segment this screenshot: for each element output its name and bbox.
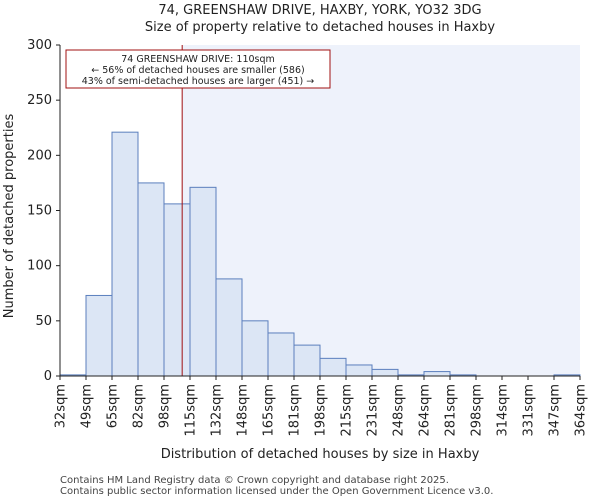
annotation-box: 74 GREENSHAW DRIVE: 110sqm ← 56% of deta… [65,49,331,89]
x-tick-label: 165sqm [262,384,277,437]
y-tick-label: 0 [44,369,52,384]
annotation-line-2: ← 56% of detached houses are smaller (58… [91,65,304,76]
y-tick-label: 50 [35,314,52,329]
x-tick-label: 281sqm [444,384,459,437]
y-axis-label: Number of detached properties [2,114,17,319]
x-tick-label: 82sqm [132,384,147,428]
x-tick-label: 347sqm [548,384,563,437]
y-tick-label: 200 [27,148,52,163]
histogram-bar [241,320,269,377]
y-tick-label: 250 [27,93,52,108]
x-tick-label: 181sqm [288,384,303,437]
x-tick-label: 115sqm [184,384,199,437]
x-tick-label: 215sqm [340,384,355,437]
x-tick-label: 198sqm [314,384,329,437]
annotation-line-3: 43% of semi-detached houses are larger (… [82,76,315,87]
x-tick-label: 132sqm [210,384,225,437]
chart-subtitle: Size of property relative to detached ho… [145,20,495,35]
histogram-bar [189,186,217,377]
x-tick-label: 364sqm [574,384,589,437]
x-tick-label: 264sqm [418,384,433,437]
histogram-bar [111,131,139,377]
x-tick-label: 65sqm [106,384,121,428]
x-tick-label: 314sqm [496,384,511,437]
plot-area [59,45,581,377]
x-tick-label: 298sqm [470,384,485,437]
histogram-bar [423,371,451,377]
annotation-border [65,49,331,89]
x-tick-label: 248sqm [392,384,407,437]
histogram-bar [345,364,373,377]
histogram-bar [215,278,243,377]
x-tick-label: 331sqm [522,384,537,437]
y-tick-label: 100 [27,259,52,274]
footer-line-1: Contains HM Land Registry data © Crown c… [60,475,449,486]
x-tick-label: 231sqm [366,384,381,437]
y-tick-label: 300 [27,38,52,53]
histogram-bar [319,357,347,377]
y-tick-label: 150 [27,204,52,219]
x-tick-label: 49sqm [80,384,95,428]
footer-line-2: Contains public sector information licen… [60,486,493,497]
annotation-line-1: 74 GREENSHAW DRIVE: 110sqm [121,54,275,65]
x-axis-label: Distribution of detached houses by size … [161,447,480,462]
x-tick-label: 148sqm [236,384,251,437]
histogram-bar [163,203,191,377]
histogram-bar [85,294,113,377]
x-tick-label: 32sqm [54,384,69,428]
x-tick-label: 98sqm [158,384,173,428]
histogram-bar [293,344,321,377]
histogram-bar [137,182,165,377]
chart-title: 74, GREENSHAW DRIVE, HAXBY, YORK, YO32 3… [158,3,481,18]
histogram-bar [371,368,399,377]
histogram-bar [267,332,295,377]
